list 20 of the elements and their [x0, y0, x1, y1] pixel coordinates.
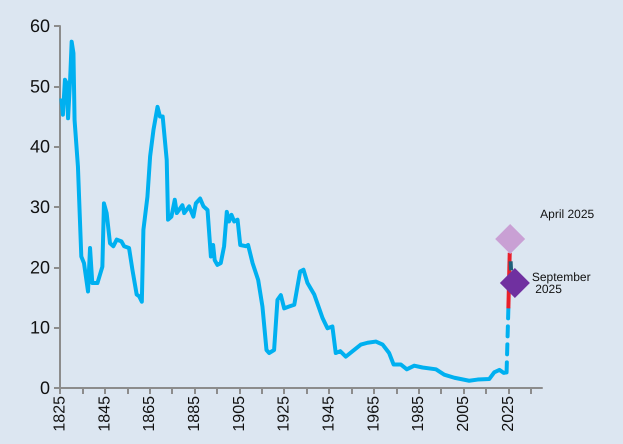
- y-tick-label: 60: [30, 16, 50, 36]
- x-tick-label: 1865: [141, 396, 158, 432]
- x-tick-label: 1945: [320, 396, 338, 432]
- series-label: April 2025: [540, 206, 595, 221]
- y-tick-label: 40: [30, 136, 50, 157]
- x-tick-label: 1985: [410, 396, 428, 432]
- y-tick-label: 0: [40, 378, 50, 398]
- y-tick-label: 30: [30, 197, 50, 217]
- x-tick-label: 1965: [365, 396, 382, 432]
- x-tick-label: 1925: [276, 396, 293, 432]
- x-tick-label: 2005: [455, 396, 472, 432]
- y-tick-label: 50: [30, 76, 50, 96]
- x-tick-label: 1905: [230, 396, 248, 432]
- x-tick-label: 1845: [96, 396, 114, 432]
- y-tick-label: 10: [30, 318, 50, 338]
- x-tick-label: 2025: [500, 396, 517, 432]
- x-tick-label: 1885: [186, 396, 204, 432]
- series-label: September 2025: [532, 270, 591, 296]
- y-tick-label: 20: [30, 257, 50, 278]
- x-tick-label: 1825: [52, 396, 68, 432]
